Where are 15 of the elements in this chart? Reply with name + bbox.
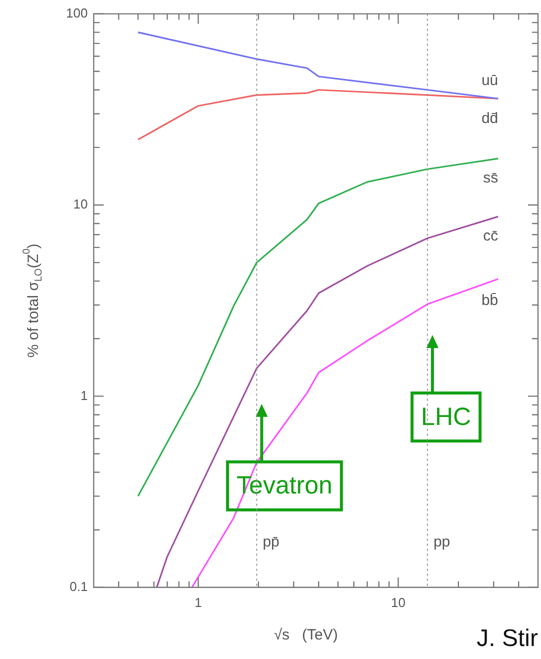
y-tick-label: 0.1	[70, 578, 88, 594]
series-label: cc̄	[483, 228, 499, 245]
series-label: uū	[481, 72, 498, 89]
y-axis-title: % of total σLO(Z0)	[21, 244, 44, 358]
y-tick-label: 1	[80, 388, 88, 403]
annotation: LHC	[421, 402, 472, 431]
y-tick-label: 100	[66, 5, 88, 20]
text: J. Stir	[476, 625, 538, 652]
ref-line-label: pp̄	[262, 534, 280, 551]
x-axis-title: √s (TeV)	[274, 626, 338, 644]
y-tick-label: 10	[73, 196, 88, 212]
series-label: ss̄	[483, 170, 498, 187]
series-label: dd̄	[481, 110, 498, 127]
series-label: bb̄	[481, 292, 498, 310]
ref-line-label: pp	[433, 534, 450, 551]
